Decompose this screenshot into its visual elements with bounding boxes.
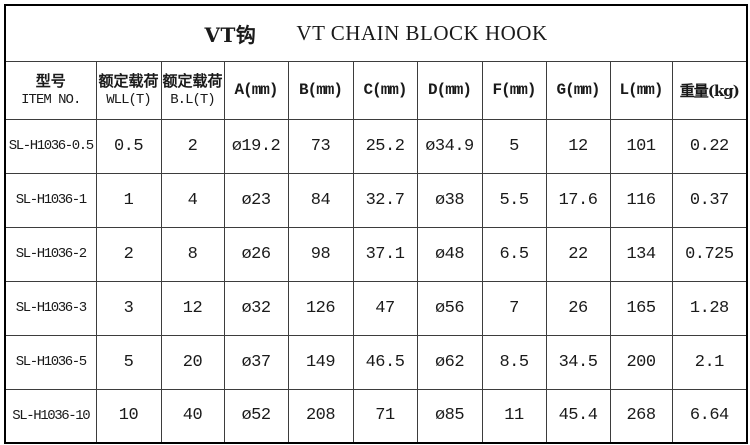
table-cell: 149 [287, 334, 354, 390]
table-cell: 22 [545, 226, 611, 282]
table-cell: 20 [160, 334, 225, 390]
table-cell: 0.725 [671, 226, 748, 282]
table-cell: 208 [287, 388, 354, 444]
col-header-bl-en: B.L(T) [170, 91, 215, 108]
table-cell: ø52 [223, 388, 289, 444]
table-cell: 37.1 [352, 226, 418, 282]
table-row: SL-H1036-1 1 4 ø23 84 32.7 ø38 5.5 17.6 … [4, 172, 748, 228]
table-cell: 2 [160, 118, 225, 174]
item-no-cell: SL-H1036-2 [4, 226, 97, 282]
page-title: VT钩 VT CHAIN BLOCK HOOK [4, 4, 748, 62]
col-header-item-no-cn: 型号 [35, 71, 66, 90]
table-cell: 1.28 [671, 280, 748, 336]
col-header-wll-cn: 额定载荷 [98, 71, 159, 90]
table-cell: 32.7 [352, 172, 418, 228]
table-cell: 116 [609, 172, 673, 228]
table-cell: ø38 [416, 172, 483, 228]
item-no-cell: SL-H1036-5 [4, 334, 97, 390]
table-cell: ø34.9 [416, 118, 483, 174]
item-no-cell: SL-H1036-10 [4, 388, 97, 444]
col-header-wll: 额定载荷 WLL(T) [95, 60, 162, 120]
col-header-weight: 重量(kg) [671, 60, 748, 120]
table-cell: 0.37 [671, 172, 748, 228]
table-cell: ø56 [416, 280, 483, 336]
table-cell: 26 [545, 280, 611, 336]
item-no-cell: SL-H1036-3 [4, 280, 97, 336]
col-header-l: L(mm) [609, 60, 673, 120]
col-header-a: A(mm) [223, 60, 289, 120]
table-cell: 165 [609, 280, 673, 336]
table-cell: 12 [160, 280, 225, 336]
table-cell: 2 [95, 226, 162, 282]
col-header-f: F(mm) [481, 60, 547, 120]
table-cell: 5.5 [481, 172, 547, 228]
table-cell: 8.5 [481, 334, 547, 390]
table-cell: 0.22 [671, 118, 748, 174]
title-row: VT钩 VT CHAIN BLOCK HOOK [4, 4, 748, 62]
spec-table: VT钩 VT CHAIN BLOCK HOOK 型号 ITEM NO. 额定载荷… [4, 4, 749, 444]
table-cell: 73 [287, 118, 354, 174]
table-row: SL-H1036-10 10 40 ø52 208 71 ø85 11 45.4… [4, 388, 748, 444]
table-cell: 12 [545, 118, 611, 174]
table-cell: 5 [481, 118, 547, 174]
table-cell: 101 [609, 118, 673, 174]
table-row: SL-H1036-3 3 12 ø32 126 47 ø56 7 26 165 … [4, 280, 748, 336]
table-cell: ø48 [416, 226, 483, 282]
col-header-item-no-en: ITEM NO. [21, 91, 81, 108]
col-header-bl-cn: 额定载荷 [162, 71, 223, 90]
table-cell: 1 [95, 172, 162, 228]
table-cell: 8 [160, 226, 225, 282]
table-cell: 5 [95, 334, 162, 390]
table-cell: ø19.2 [223, 118, 289, 174]
table-cell: ø85 [416, 388, 483, 444]
col-header-item-no: 型号 ITEM NO. [4, 60, 97, 120]
table-cell: 47 [352, 280, 418, 336]
col-header-c: C(mm) [352, 60, 418, 120]
title-chinese: VT钩 [204, 22, 257, 47]
table-cell: ø62 [416, 334, 483, 390]
table-cell: 6.64 [671, 388, 748, 444]
col-header-wll-en: WLL(T) [106, 91, 151, 108]
table-cell: ø23 [223, 172, 289, 228]
table-cell: 268 [609, 388, 673, 444]
table-cell: ø32 [223, 280, 289, 336]
table-cell: 46.5 [352, 334, 418, 390]
table-cell: 25.2 [352, 118, 418, 174]
col-header-bl: 额定载荷 B.L(T) [160, 60, 225, 120]
table-cell: 3 [95, 280, 162, 336]
table-cell: ø37 [223, 334, 289, 390]
table-cell: 7 [481, 280, 547, 336]
table-cell: 17.6 [545, 172, 611, 228]
table-cell: 11 [481, 388, 547, 444]
table-cell: 126 [287, 280, 354, 336]
col-header-d: D(mm) [416, 60, 483, 120]
header-row: 型号 ITEM NO. 额定载荷 WLL(T) 额定载荷 B.L(T) A(mm… [4, 60, 748, 120]
table-row: SL-H1036-0.5 0.5 2 ø19.2 73 25.2 ø34.9 5… [4, 118, 748, 174]
table-cell: 84 [287, 172, 354, 228]
table-cell: 71 [352, 388, 418, 444]
table-row: SL-H1036-2 2 8 ø26 98 37.1 ø48 6.5 22 13… [4, 226, 748, 282]
table-cell: 40 [160, 388, 225, 444]
table-cell: 134 [609, 226, 673, 282]
table-cell: 4 [160, 172, 225, 228]
table-cell: 200 [609, 334, 673, 390]
table-cell: 0.5 [95, 118, 162, 174]
col-header-b: B(mm) [287, 60, 354, 120]
item-no-cell: SL-H1036-1 [4, 172, 97, 228]
title-english: VT CHAIN BLOCK HOOK [296, 20, 548, 45]
spec-sheet: VT钩 VT CHAIN BLOCK HOOK 型号 ITEM NO. 额定载荷… [4, 4, 749, 444]
table-cell: 34.5 [545, 334, 611, 390]
table-cell: 2.1 [671, 334, 748, 390]
item-no-cell: SL-H1036-0.5 [4, 118, 97, 174]
table-cell: ø26 [223, 226, 289, 282]
col-header-g: G(mm) [545, 60, 611, 120]
table-cell: 6.5 [481, 226, 547, 282]
table-row: SL-H1036-5 5 20 ø37 149 46.5 ø62 8.5 34.… [4, 334, 748, 390]
table-cell: 98 [287, 226, 354, 282]
table-cell: 10 [95, 388, 162, 444]
table-cell: 45.4 [545, 388, 611, 444]
